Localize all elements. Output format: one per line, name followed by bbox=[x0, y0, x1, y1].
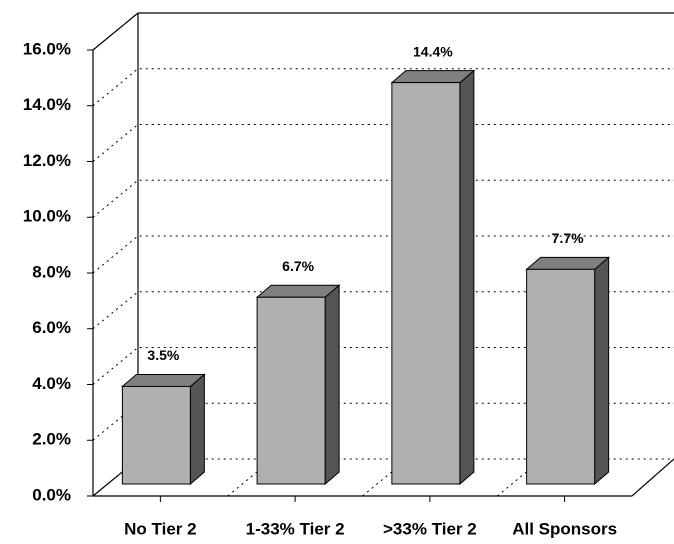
bar-side bbox=[324, 284, 340, 486]
bar bbox=[526, 268, 596, 485]
bar-side bbox=[459, 69, 475, 486]
bar-top bbox=[255, 284, 341, 298]
grid-line bbox=[92, 68, 674, 107]
y-tick-label: 2.0% bbox=[32, 430, 71, 449]
bar-side bbox=[189, 373, 205, 486]
grid-line bbox=[92, 347, 674, 385]
bar-top bbox=[121, 373, 206, 387]
grid-line bbox=[92, 12, 674, 51]
x-tick-label: No Tier 2 bbox=[124, 519, 196, 538]
y-tick-label: 12.0% bbox=[23, 151, 71, 170]
floor-edge bbox=[631, 458, 674, 497]
bar-top bbox=[390, 70, 476, 84]
x-tick-label: All Sponsors bbox=[512, 519, 617, 538]
grid-line bbox=[92, 402, 674, 441]
value-label: 3.5% bbox=[147, 347, 179, 363]
value-label: 7.7% bbox=[552, 230, 584, 246]
x-tick-label: >33% Tier 2 bbox=[383, 519, 477, 538]
grid-line bbox=[92, 291, 674, 330]
grid-line bbox=[92, 458, 674, 497]
bar bbox=[121, 385, 191, 485]
value-label: 14.4% bbox=[413, 43, 453, 59]
x-tick-label: 1-33% Tier 2 bbox=[246, 519, 345, 538]
y-tick-label: 8.0% bbox=[32, 262, 71, 281]
grid-line bbox=[92, 179, 674, 218]
y-tick-label: 14.0% bbox=[23, 95, 71, 114]
y-tick-label: 6.0% bbox=[32, 318, 71, 337]
grid-line bbox=[92, 124, 674, 162]
y-tick-label: 4.0% bbox=[32, 374, 71, 393]
bar bbox=[256, 296, 326, 485]
y-tick-label: 0.0% bbox=[32, 485, 71, 504]
y-tick-label: 10.0% bbox=[23, 207, 71, 226]
bar-top bbox=[525, 256, 610, 270]
y-tick-label: 16.0% bbox=[23, 39, 71, 58]
value-label: 6.7% bbox=[282, 258, 314, 274]
bar-side bbox=[594, 256, 610, 486]
grid-line bbox=[92, 235, 674, 274]
bar bbox=[391, 82, 461, 485]
